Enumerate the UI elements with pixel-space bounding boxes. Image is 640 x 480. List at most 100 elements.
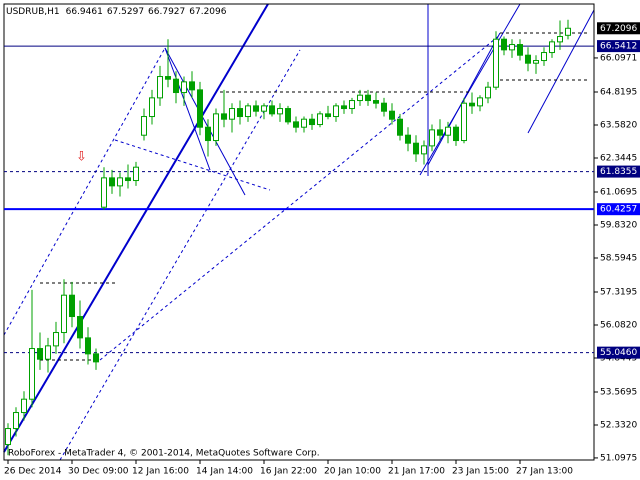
y-tick-label: 64.8195 xyxy=(600,88,637,98)
price-label: 67.2096 xyxy=(600,24,637,34)
x-tick-label: 14 Jan 14:00 xyxy=(196,467,253,477)
candle-body xyxy=(461,102,467,142)
candle-body xyxy=(37,348,43,360)
candle-body xyxy=(341,105,347,110)
y-tick-label: 58.5945 xyxy=(600,254,637,264)
candle-body xyxy=(277,108,283,115)
candle-body xyxy=(429,129,435,147)
y-tick-label: 66.0971 xyxy=(600,53,637,63)
candle-body xyxy=(165,76,171,80)
low-value: 66.7927 xyxy=(148,7,185,17)
candle-body xyxy=(229,108,235,120)
candle-body xyxy=(445,126,451,136)
candle-body xyxy=(525,54,531,64)
x-tick-label: 21 Jan 17:00 xyxy=(388,467,445,477)
channel-line xyxy=(419,3,521,176)
wave-line xyxy=(164,47,211,171)
y-tick-label: 52.3320 xyxy=(600,421,637,431)
footer: RoboForex - MetaTrader 4, © 2001-2014, M… xyxy=(8,449,320,459)
candle-body xyxy=(69,294,75,318)
level-label-box xyxy=(597,165,640,178)
candle-body xyxy=(125,177,131,182)
candle-body xyxy=(181,81,187,94)
candle-body xyxy=(61,294,67,334)
candle-body xyxy=(557,36,563,43)
high-value: 67.5297 xyxy=(107,7,144,17)
candle-body xyxy=(213,113,219,142)
candle-body xyxy=(485,86,491,99)
wave-line xyxy=(164,47,246,196)
candle-body xyxy=(309,118,315,126)
x-tick-label: 23 Jan 15:00 xyxy=(452,467,509,477)
candle-body xyxy=(133,166,139,182)
candle-body xyxy=(333,105,339,118)
candle-body xyxy=(13,412,19,430)
x-tick-label: 30 Dec 09:00 xyxy=(68,467,129,477)
level-label: 60.4257 xyxy=(600,205,637,215)
arrow-marker: ⇩ xyxy=(76,150,87,165)
candle-body xyxy=(149,97,155,118)
open-value: 66.9461 xyxy=(66,7,103,17)
channel-line xyxy=(99,34,501,361)
candle-body xyxy=(477,97,483,107)
candle-body xyxy=(269,105,275,115)
price-label-box xyxy=(597,22,640,35)
candle-body xyxy=(237,108,243,118)
candle-body xyxy=(293,121,299,128)
candle-body xyxy=(221,113,227,120)
candle-body xyxy=(517,44,523,56)
candle-body xyxy=(565,27,571,36)
candle-body xyxy=(549,41,555,54)
channel-line xyxy=(3,47,166,336)
chart-header: USDRUB,H1 66.9461 67.5297 66.7927 67.2096 xyxy=(6,7,227,17)
level-label-box xyxy=(597,346,640,359)
candle-body xyxy=(301,118,307,128)
candle-body xyxy=(389,110,395,120)
x-tick-label: 12 Jan 16:00 xyxy=(132,467,189,477)
channel-line xyxy=(59,49,301,461)
candle-body xyxy=(373,100,379,104)
candle-body xyxy=(397,118,403,136)
candle-body xyxy=(85,337,91,355)
level-label: 55.0460 xyxy=(600,348,637,358)
candle-body xyxy=(405,134,411,144)
drawings xyxy=(3,3,595,461)
candle-body xyxy=(253,105,259,112)
candle-body xyxy=(21,398,27,414)
level-label-box xyxy=(597,203,640,216)
candle-body xyxy=(245,105,251,118)
candle-body xyxy=(205,126,211,142)
candle-body xyxy=(421,145,427,155)
x-tick-label: 20 Jan 10:00 xyxy=(324,467,381,477)
candle-body xyxy=(93,353,99,363)
y-tick-label: 57.3195 xyxy=(600,288,637,298)
x-tick-label: 16 Jan 22:00 xyxy=(260,467,317,477)
candle-body xyxy=(101,177,107,208)
trend-line xyxy=(3,3,269,453)
candle-body xyxy=(541,52,547,62)
candle-body xyxy=(53,332,59,347)
candle-body xyxy=(29,348,35,400)
candle-body xyxy=(285,108,291,123)
y-tick-label: 56.0820 xyxy=(600,321,637,331)
channel-line xyxy=(527,9,595,134)
candle-body xyxy=(173,78,179,94)
candle-body xyxy=(357,94,363,102)
level-label-box xyxy=(597,40,640,53)
candle-body xyxy=(117,177,123,187)
close-value: 67.2096 xyxy=(189,7,226,17)
candle-body xyxy=(109,177,115,187)
candle-body xyxy=(325,113,331,118)
x-tick-label: 26 Dec 2014 xyxy=(4,467,62,477)
y-tick-label: 51.0975 xyxy=(600,453,637,463)
candle-body xyxy=(317,113,323,126)
y-tick-label: 61.0695 xyxy=(600,188,637,198)
x-tick-label: 27 Jan 13:00 xyxy=(516,467,573,477)
level-label: 61.8355 xyxy=(600,167,637,177)
candle-body xyxy=(509,44,515,51)
candle-body xyxy=(501,38,507,51)
candle-body xyxy=(77,316,83,339)
candle-body xyxy=(413,142,419,155)
